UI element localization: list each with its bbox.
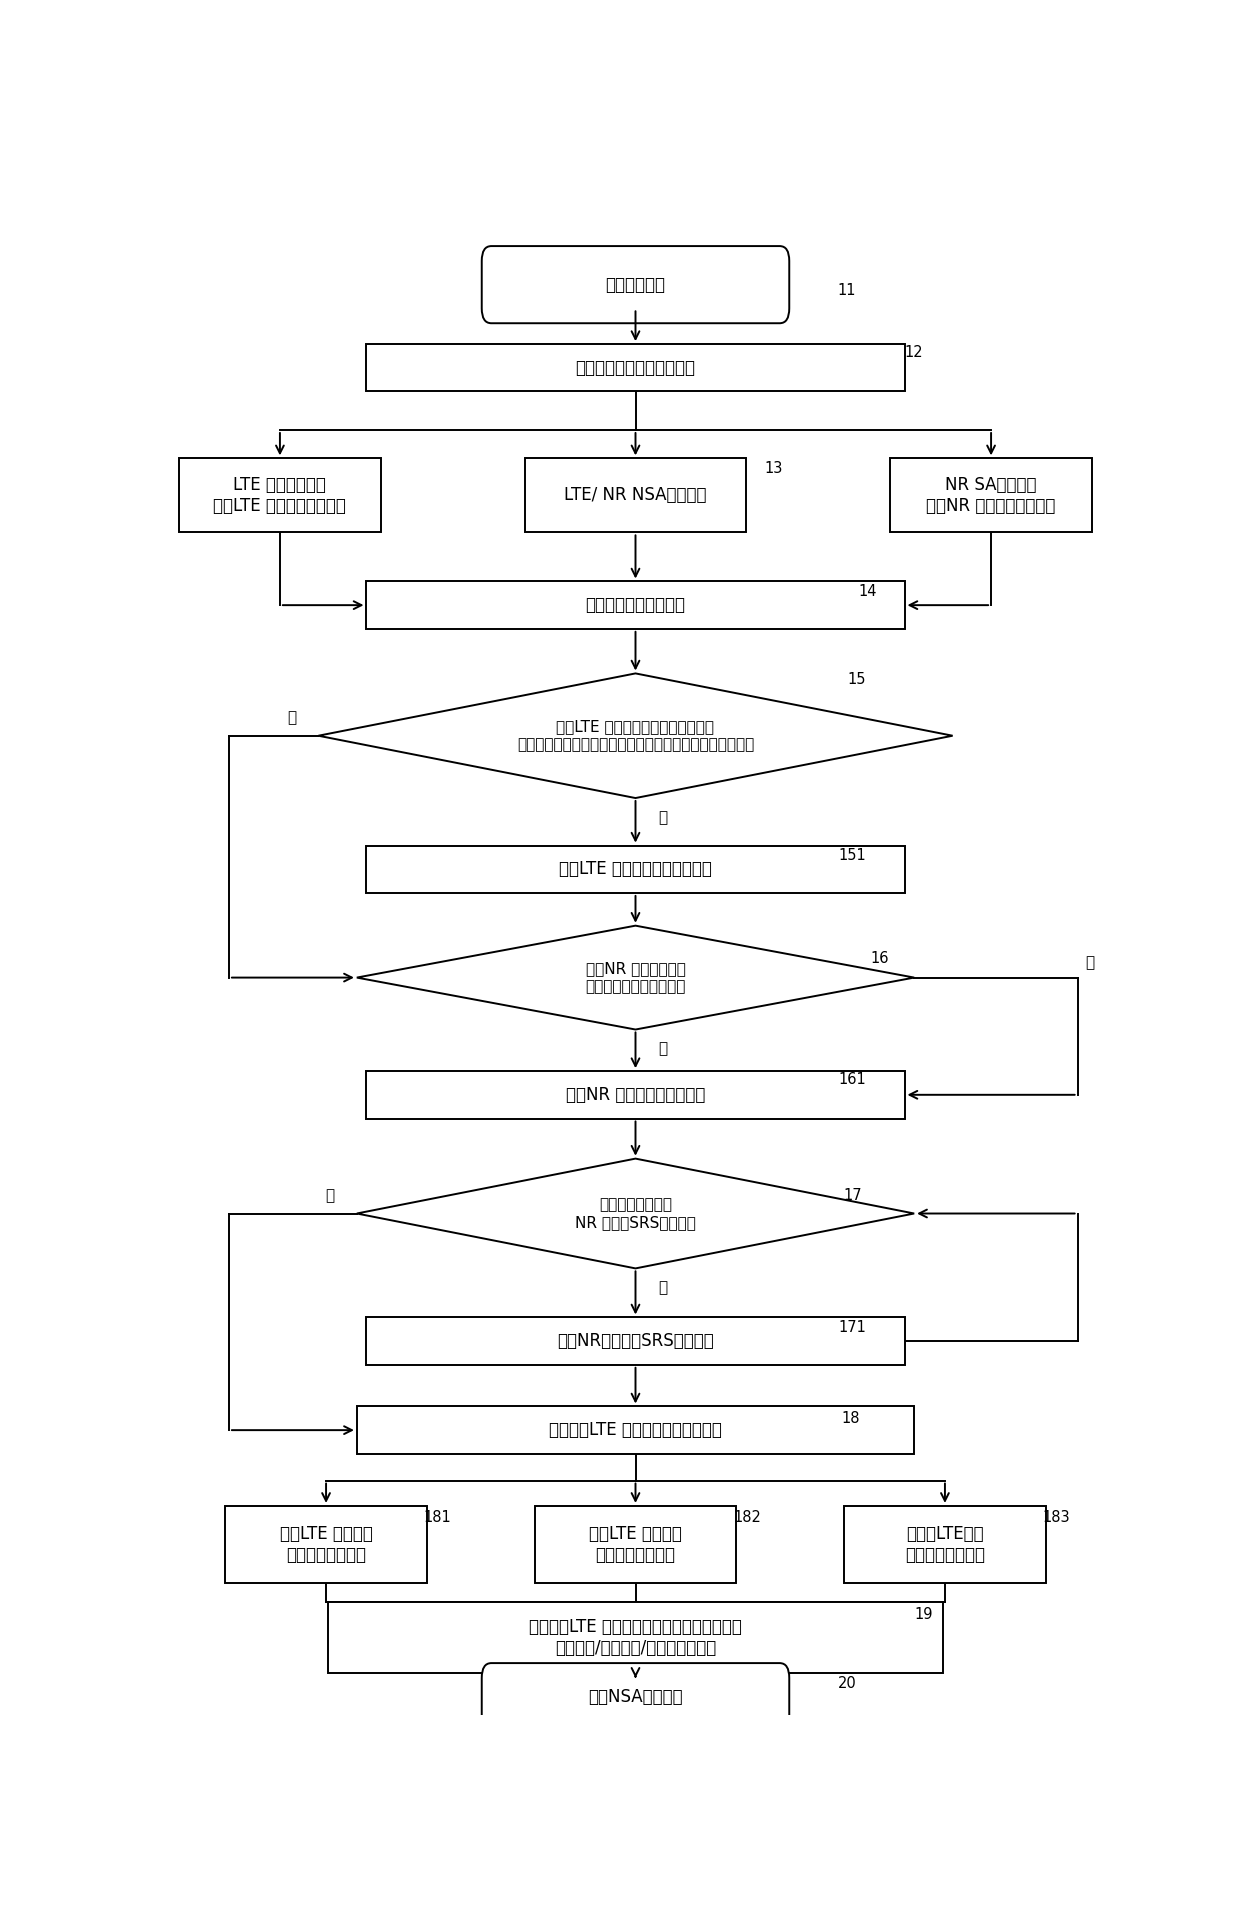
Text: 是: 是 — [658, 1041, 667, 1056]
Text: 进行NR频段发射SRS天线轮发: 进行NR频段发射SRS天线轮发 — [557, 1332, 714, 1351]
Bar — [357, 1407, 914, 1453]
Text: 否: 否 — [325, 1189, 335, 1202]
Text: 检测移动终端当前工作模式: 检测移动终端当前工作模式 — [575, 358, 696, 378]
Text: 19: 19 — [915, 1607, 932, 1623]
Text: 17: 17 — [843, 1189, 862, 1202]
Bar — [327, 1601, 944, 1673]
Text: 16: 16 — [870, 950, 889, 965]
Text: 11: 11 — [838, 283, 856, 299]
Text: NR SA工作模式
进行NR 独立天线切换操作: NR SA工作模式 进行NR 独立天线切换操作 — [926, 476, 1055, 515]
Text: 结束NSA工作模式: 结束NSA工作模式 — [588, 1688, 683, 1705]
Text: 20: 20 — [837, 1676, 857, 1692]
Text: 检测当前LTE 频段发射天线切换能力: 检测当前LTE 频段发射天线切换能力 — [549, 1420, 722, 1439]
Bar — [367, 1318, 905, 1364]
Bar — [367, 345, 905, 391]
Text: 151: 151 — [838, 848, 867, 863]
FancyBboxPatch shape — [481, 247, 789, 324]
Bar — [367, 582, 905, 628]
Text: 否: 否 — [286, 711, 296, 725]
Text: 否: 否 — [1085, 956, 1095, 971]
Text: 18: 18 — [842, 1411, 861, 1426]
Polygon shape — [357, 1158, 914, 1268]
Polygon shape — [357, 925, 914, 1029]
Text: LTE 独立工作模式
进行LTE 独立天线切换操作: LTE 独立工作模式 进行LTE 独立天线切换操作 — [213, 476, 346, 515]
Text: 是: 是 — [658, 809, 667, 825]
Text: 14: 14 — [859, 584, 878, 599]
Text: 检测当前网络架构选项: 检测当前网络架构选项 — [585, 595, 686, 615]
Text: 检测LTE 频段是否支持发射天线切换
并根据控制面数据传输质量判定是否需要进行发射天线切换: 检测LTE 频段是否支持发射天线切换 并根据控制面数据传输质量判定是否需要进行发… — [517, 719, 754, 752]
Text: 是: 是 — [658, 1280, 667, 1295]
Bar — [890, 459, 1092, 532]
Text: 161: 161 — [838, 1073, 867, 1087]
Text: 建立通信连接: 建立通信连接 — [605, 276, 666, 293]
Text: LTE/ NR NSA工作模式: LTE/ NR NSA工作模式 — [564, 486, 707, 505]
Text: 支持LTE 频段原有
发射天线切换能力: 支持LTE 频段原有 发射天线切换能力 — [280, 1524, 372, 1565]
Bar — [844, 1505, 1045, 1582]
Bar — [179, 459, 381, 532]
Text: 检测是否需要进行
NR 频段的SRS天线轮发: 检测是否需要进行 NR 频段的SRS天线轮发 — [575, 1197, 696, 1229]
Text: 不支持LTE频段
发射天线切换能力: 不支持LTE频段 发射天线切换能力 — [905, 1524, 985, 1565]
Bar — [226, 1505, 427, 1582]
Text: 根据当前LTE 频段的天线切换能力及需求进行
维持能力/降低能力/关闭能力等操作: 根据当前LTE 频段的天线切换能力及需求进行 维持能力/降低能力/关闭能力等操作 — [529, 1619, 742, 1657]
Text: 检测NR 频段是否支持
并需要进行发射天线切换: 检测NR 频段是否支持 并需要进行发射天线切换 — [585, 962, 686, 994]
Text: 13: 13 — [765, 461, 784, 476]
Text: 182: 182 — [733, 1511, 761, 1524]
Bar — [534, 1505, 737, 1582]
Polygon shape — [319, 673, 952, 798]
Text: 12: 12 — [905, 345, 924, 360]
Text: 171: 171 — [838, 1320, 867, 1335]
Text: 183: 183 — [1043, 1511, 1070, 1524]
Bar — [367, 1071, 905, 1118]
Text: 支持LTE 频段部分
发射天线切换能力: 支持LTE 频段部分 发射天线切换能力 — [589, 1524, 682, 1565]
Text: 进行NR 频段的发射天线切换: 进行NR 频段的发射天线切换 — [565, 1085, 706, 1104]
Text: 15: 15 — [847, 673, 866, 686]
Bar — [367, 846, 905, 892]
FancyBboxPatch shape — [481, 1663, 789, 1730]
Text: 181: 181 — [424, 1511, 451, 1524]
Bar — [525, 459, 746, 532]
Text: 进行LTE 频段发射天线切换操作: 进行LTE 频段发射天线切换操作 — [559, 859, 712, 879]
